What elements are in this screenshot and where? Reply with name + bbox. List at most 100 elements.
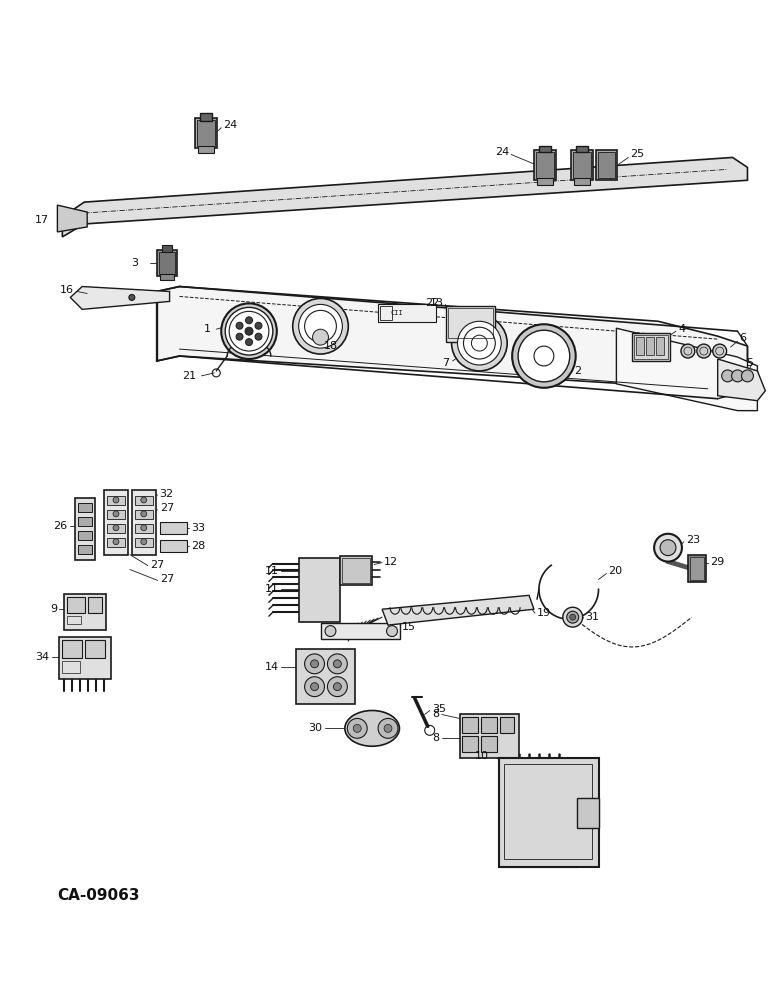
Text: 33: 33 <box>191 523 205 533</box>
Text: 24: 24 <box>495 147 509 157</box>
Circle shape <box>518 330 570 382</box>
Bar <box>63 640 82 658</box>
Bar <box>299 558 340 622</box>
Circle shape <box>310 660 318 668</box>
Circle shape <box>255 322 262 329</box>
Text: 27: 27 <box>150 560 164 570</box>
Bar <box>78 503 93 512</box>
Circle shape <box>129 294 135 300</box>
Text: 25: 25 <box>630 149 644 159</box>
Circle shape <box>742 370 753 382</box>
Bar <box>135 538 153 547</box>
Bar <box>500 717 514 733</box>
Text: 8: 8 <box>433 733 440 743</box>
Circle shape <box>113 539 119 545</box>
Text: 30: 30 <box>308 723 322 733</box>
Circle shape <box>245 339 252 346</box>
Bar <box>448 308 493 338</box>
Circle shape <box>113 525 119 531</box>
Bar <box>445 306 495 342</box>
Circle shape <box>113 497 119 503</box>
Bar <box>632 333 670 361</box>
Circle shape <box>245 317 252 324</box>
Circle shape <box>387 626 397 637</box>
Bar <box>481 717 497 733</box>
Bar <box>296 649 355 704</box>
Bar <box>107 524 125 533</box>
Bar <box>380 306 392 320</box>
Circle shape <box>245 327 253 335</box>
Text: 15: 15 <box>402 622 416 632</box>
Circle shape <box>292 298 348 354</box>
Text: 35: 35 <box>432 704 446 714</box>
Text: 16: 16 <box>60 285 74 295</box>
Text: 27: 27 <box>160 574 174 584</box>
Circle shape <box>333 683 341 691</box>
Bar <box>157 250 176 276</box>
Bar <box>577 798 598 828</box>
Circle shape <box>570 614 575 620</box>
Bar <box>60 637 111 679</box>
Bar <box>107 496 125 505</box>
Bar <box>135 496 153 505</box>
Polygon shape <box>57 205 87 232</box>
Polygon shape <box>63 157 747 237</box>
Bar <box>321 623 400 639</box>
Circle shape <box>299 304 343 348</box>
Circle shape <box>660 540 676 556</box>
Polygon shape <box>616 328 757 411</box>
Text: 26: 26 <box>53 521 67 531</box>
Circle shape <box>255 333 262 340</box>
Bar <box>78 545 93 554</box>
Text: 8: 8 <box>433 709 440 719</box>
Circle shape <box>384 724 392 732</box>
Bar <box>104 490 128 555</box>
Bar <box>646 337 654 355</box>
Circle shape <box>225 307 273 355</box>
Bar <box>64 594 106 630</box>
Text: 23: 23 <box>686 535 700 545</box>
Circle shape <box>563 607 583 627</box>
Text: 12: 12 <box>384 557 398 567</box>
Bar <box>596 150 617 180</box>
Bar <box>637 337 644 355</box>
Text: 34: 34 <box>35 652 49 662</box>
Bar <box>463 717 478 733</box>
Circle shape <box>378 718 398 738</box>
Bar <box>67 616 82 624</box>
Bar <box>63 661 80 673</box>
Bar <box>571 150 593 180</box>
Polygon shape <box>717 359 765 401</box>
Bar <box>575 146 587 152</box>
Text: 10: 10 <box>475 751 489 761</box>
Bar <box>534 150 556 180</box>
Bar <box>78 531 93 540</box>
Circle shape <box>347 718 367 738</box>
Text: 21: 21 <box>182 371 197 381</box>
Circle shape <box>333 660 341 668</box>
Bar <box>536 152 554 178</box>
Text: 27: 27 <box>160 503 174 513</box>
Circle shape <box>141 497 147 503</box>
Bar <box>75 498 95 560</box>
Text: 3: 3 <box>131 258 138 268</box>
Bar <box>198 146 214 153</box>
Text: 11: 11 <box>265 584 279 594</box>
Circle shape <box>328 654 347 674</box>
Text: 5: 5 <box>746 358 753 368</box>
Bar <box>107 538 125 547</box>
Bar <box>107 510 125 519</box>
Bar <box>162 245 172 252</box>
Text: 13: 13 <box>430 298 444 308</box>
Circle shape <box>236 322 243 329</box>
Circle shape <box>141 539 147 545</box>
Bar <box>198 120 216 146</box>
Bar <box>132 490 156 555</box>
Bar <box>597 152 615 178</box>
Text: 9: 9 <box>50 604 57 614</box>
Bar <box>343 558 370 583</box>
Text: 19: 19 <box>537 608 551 618</box>
Circle shape <box>305 677 325 697</box>
Text: CII: CII <box>390 310 403 316</box>
Circle shape <box>512 324 575 388</box>
